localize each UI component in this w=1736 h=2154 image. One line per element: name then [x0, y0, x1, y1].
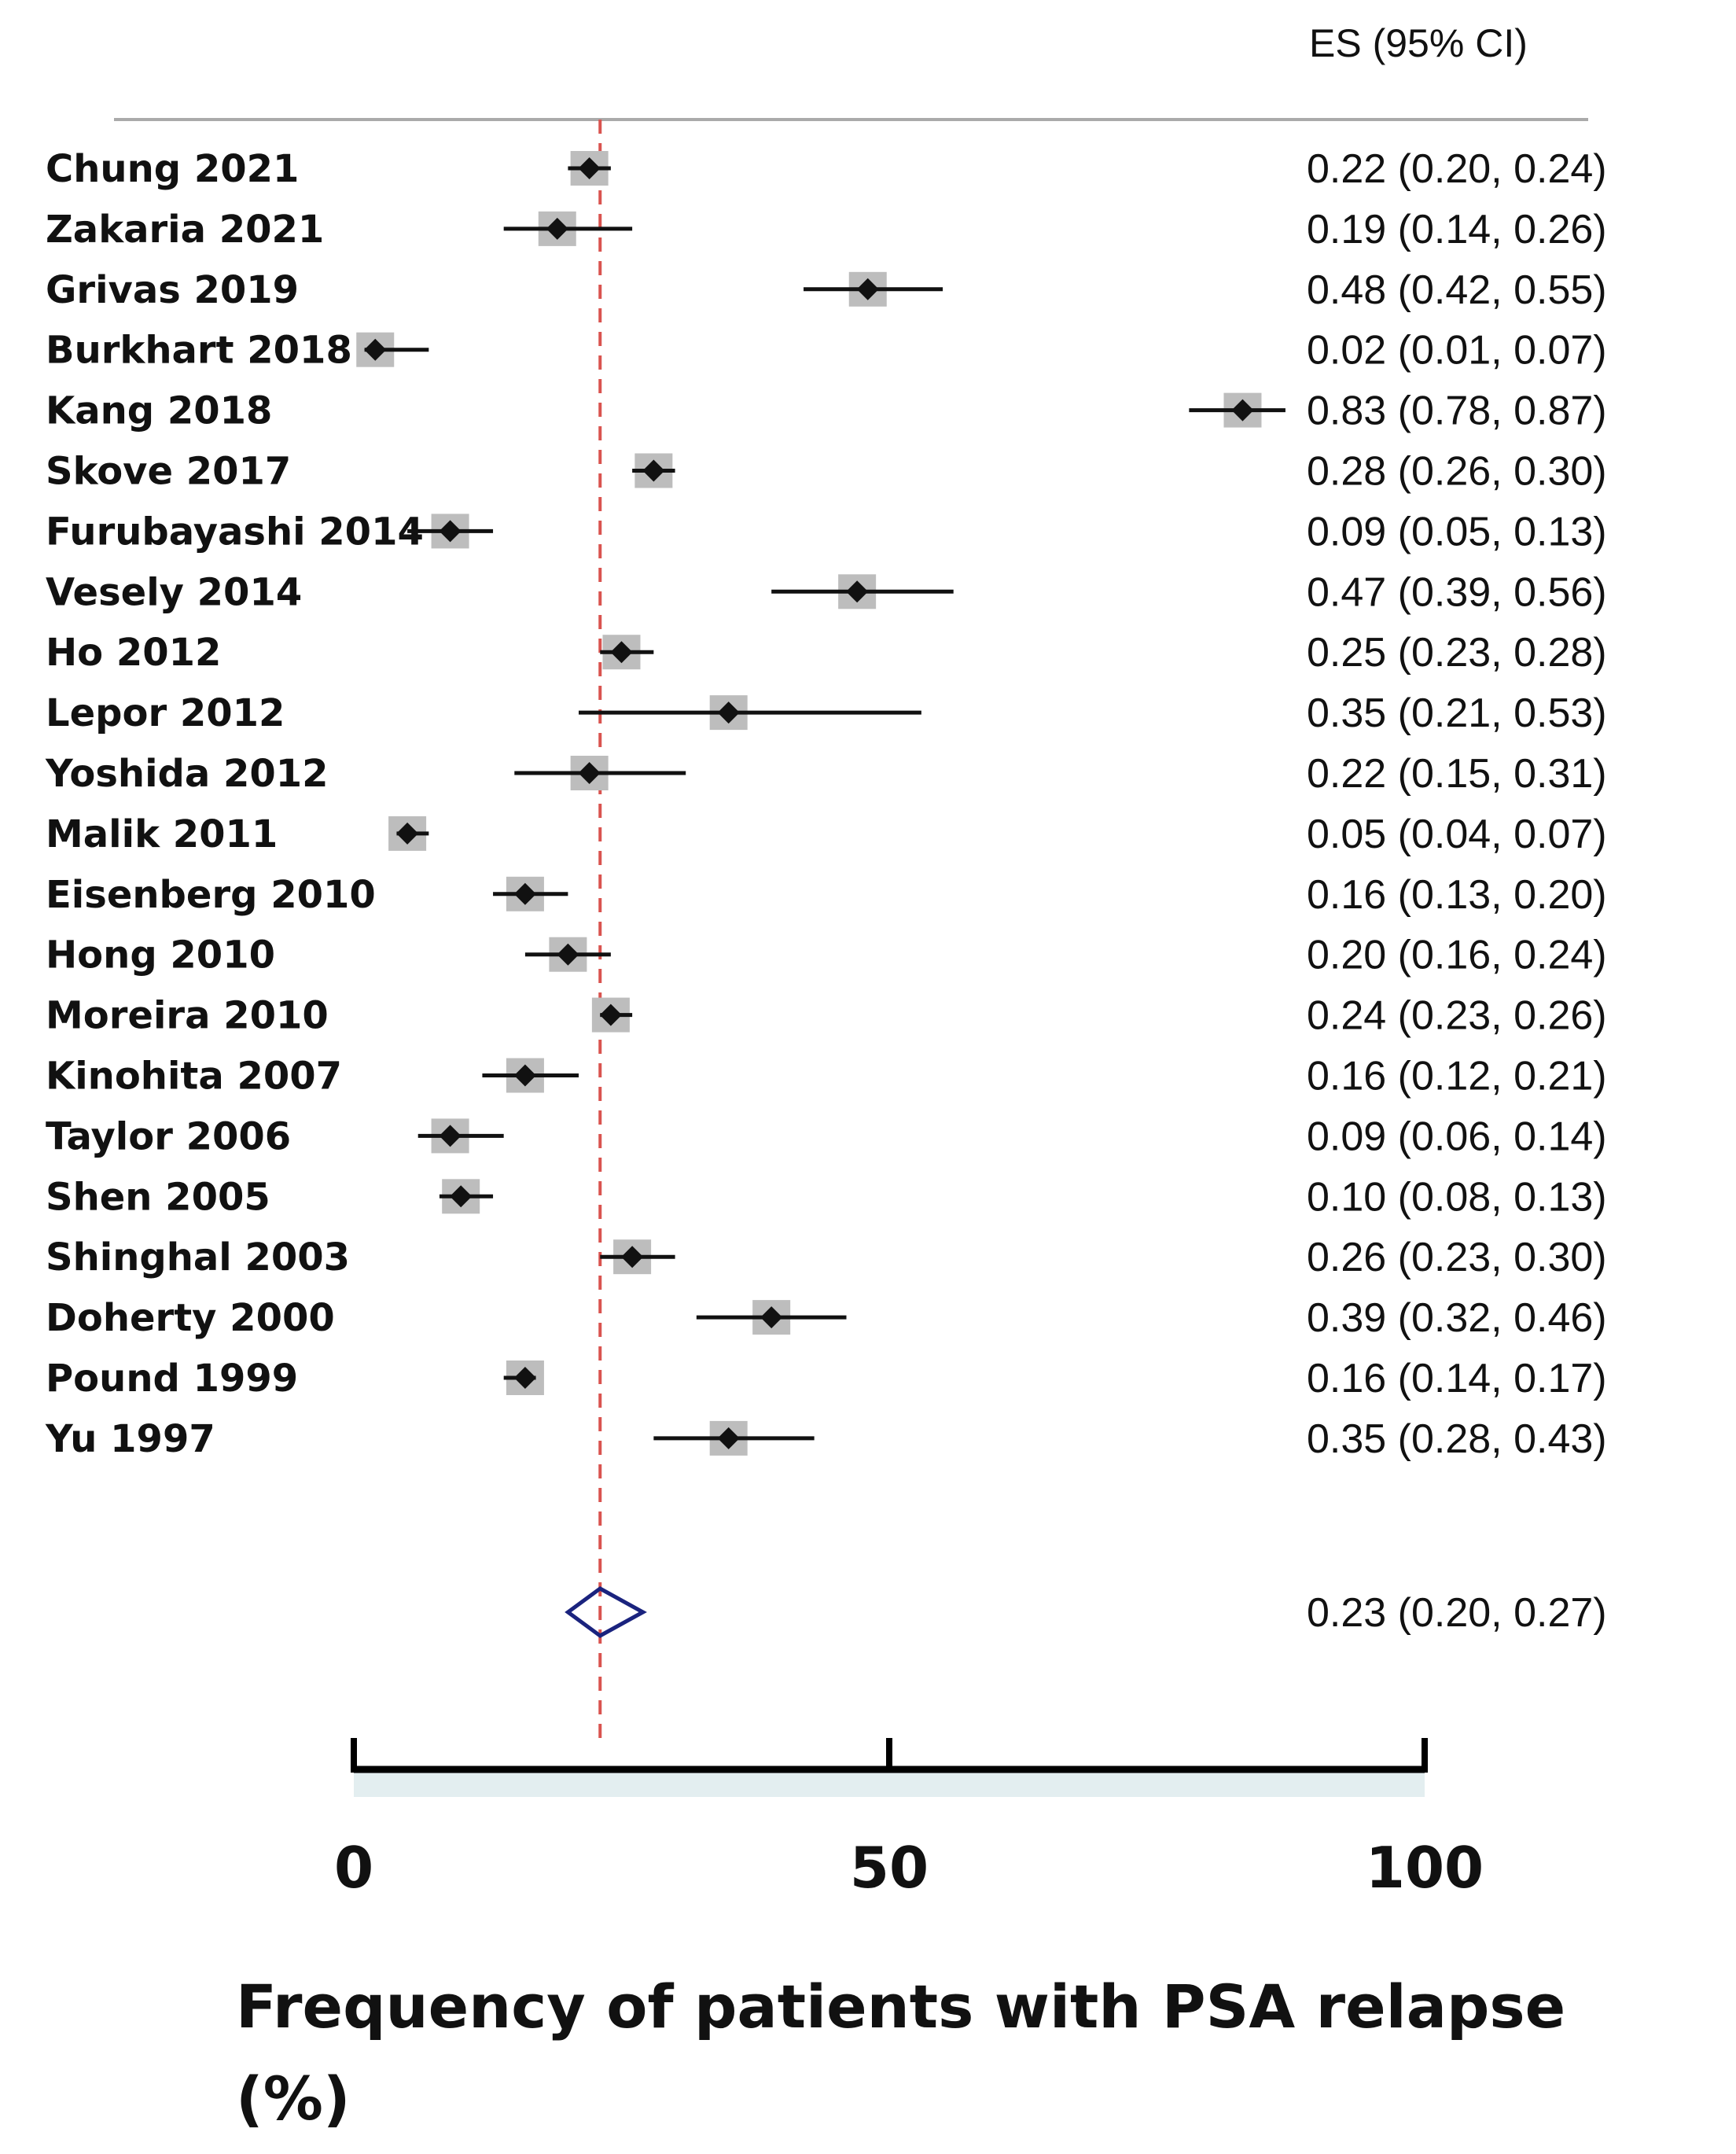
- study-es-ci: 0.28 (0.26, 0.30): [1307, 449, 1607, 495]
- study-label: Ho 2012: [46, 631, 221, 675]
- point-estimate-marker: [599, 1003, 622, 1026]
- study-es-ci: 0.09 (0.06, 0.14): [1307, 1114, 1607, 1159]
- study-label: Grivas 2019: [46, 268, 299, 312]
- study-row: Furubayashi 2014 0.09 (0.05, 0.13): [46, 509, 1607, 554]
- x-tick-label: 50: [850, 1835, 929, 1901]
- overall-estimate-diamond: [565, 1586, 647, 1638]
- study-row: Eisenberg 2010 0.16 (0.13, 0.20): [46, 872, 1607, 918]
- point-estimate-marker: [513, 1064, 536, 1087]
- study-label: Doherty 2000: [46, 1296, 335, 1340]
- point-estimate-marker: [396, 822, 419, 845]
- point-estimate-marker: [717, 701, 740, 724]
- study-row: Burkhart 2018 0.02 (0.01, 0.07): [46, 328, 1607, 374]
- point-estimate-marker: [578, 762, 601, 784]
- es-ci-header: ES (95% CI): [1309, 21, 1528, 65]
- study-es-ci: 0.22 (0.20, 0.24): [1307, 146, 1607, 192]
- study-es-ci: 0.16 (0.12, 0.21): [1307, 1054, 1607, 1099]
- study-es-ci: 0.25 (0.23, 0.28): [1307, 630, 1607, 676]
- point-estimate-marker: [439, 1125, 462, 1147]
- point-estimate-marker: [557, 943, 579, 966]
- study-row: Hong 2010 0.20 (0.16, 0.24): [46, 933, 1607, 978]
- x-axis-label-line-2: (%): [236, 2064, 351, 2134]
- study-label: Chung 2021: [46, 147, 299, 191]
- x-tick-label: 100: [1366, 1835, 1484, 1901]
- study-es-ci: 0.24 (0.23, 0.26): [1307, 993, 1607, 1039]
- study-es-ci: 0.35 (0.21, 0.53): [1307, 690, 1607, 736]
- study-row: Shinghal 2003 0.26 (0.23, 0.30): [46, 1235, 1607, 1280]
- point-estimate-marker: [856, 278, 879, 300]
- study-row: Doherty 2000 0.39 (0.32, 0.46): [46, 1295, 1607, 1341]
- study-label: Pound 1999: [46, 1357, 298, 1401]
- point-estimate-marker: [578, 157, 601, 179]
- point-estimate-marker: [439, 520, 462, 543]
- study-es-ci: 0.35 (0.28, 0.43): [1307, 1416, 1607, 1462]
- study-row: Yoshida 2012 0.22 (0.15, 0.31): [45, 751, 1607, 797]
- study-label: Yoshida 2012: [45, 752, 329, 796]
- study-label: Eisenberg 2010: [46, 873, 376, 917]
- point-estimate-marker: [760, 1306, 783, 1329]
- study-label: Malik 2011: [46, 812, 278, 856]
- study-label: Yu 1997: [45, 1417, 215, 1461]
- study-es-ci: 0.22 (0.15, 0.31): [1307, 751, 1607, 797]
- study-row: Grivas 2019 0.48 (0.42, 0.55): [46, 267, 1607, 313]
- study-row: Taylor 2006 0.09 (0.06, 0.14): [46, 1114, 1607, 1159]
- point-estimate-marker: [364, 338, 387, 361]
- axis-band: [354, 1769, 1425, 1797]
- study-label: Kang 2018: [46, 389, 272, 433]
- x-axis-label-line-1: Frequency of patients with PSA relapse: [236, 1972, 1565, 2042]
- overall-es-ci: 0.23 (0.20, 0.27): [1307, 1590, 1607, 1636]
- point-estimate-marker: [513, 882, 536, 905]
- study-es-ci: 0.05 (0.04, 0.07): [1307, 812, 1607, 857]
- study-es-ci: 0.39 (0.32, 0.46): [1307, 1295, 1607, 1341]
- study-es-ci: 0.47 (0.39, 0.56): [1307, 569, 1607, 615]
- point-estimate-marker: [610, 641, 633, 664]
- study-es-ci: 0.10 (0.08, 0.13): [1307, 1174, 1607, 1220]
- study-es-ci: 0.16 (0.14, 0.17): [1307, 1356, 1607, 1401]
- point-estimate-marker: [1231, 399, 1254, 422]
- point-estimate-marker: [513, 1367, 536, 1389]
- study-row: Vesely 2014 0.47 (0.39, 0.56): [46, 569, 1607, 615]
- study-label: Moreira 2010: [46, 994, 329, 1038]
- study-row: Chung 2021 0.22 (0.20, 0.24): [46, 146, 1607, 192]
- point-estimate-marker: [546, 217, 568, 240]
- study-label: Zakaria 2021: [46, 208, 324, 252]
- study-label: Taylor 2006: [46, 1114, 291, 1158]
- study-es-ci: 0.83 (0.78, 0.87): [1307, 388, 1607, 434]
- study-label: Skove 2017: [46, 450, 291, 494]
- study-es-ci: 0.09 (0.05, 0.13): [1307, 509, 1607, 554]
- study-label: Hong 2010: [46, 933, 275, 978]
- study-row: Moreira 2010 0.24 (0.23, 0.26): [46, 993, 1607, 1039]
- study-es-ci: 0.02 (0.01, 0.07): [1307, 328, 1607, 374]
- study-row: Ho 2012 0.25 (0.23, 0.28): [46, 630, 1607, 676]
- study-row: Shen 2005 0.10 (0.08, 0.13): [46, 1174, 1607, 1220]
- study-es-ci: 0.20 (0.16, 0.24): [1307, 933, 1607, 978]
- study-label: Shen 2005: [46, 1175, 270, 1219]
- study-row: Skove 2017 0.28 (0.26, 0.30): [46, 449, 1607, 495]
- study-es-ci: 0.26 (0.23, 0.30): [1307, 1235, 1607, 1280]
- study-row: Kinohita 2007 0.16 (0.12, 0.21): [46, 1054, 1607, 1099]
- study-row: Malik 2011 0.05 (0.04, 0.07): [46, 812, 1607, 857]
- study-label: Vesely 2014: [46, 570, 302, 614]
- x-tick-label: 0: [334, 1835, 373, 1901]
- study-es-ci: 0.48 (0.42, 0.55): [1307, 267, 1607, 313]
- study-es-ci: 0.19 (0.14, 0.26): [1307, 207, 1607, 252]
- study-es-ci: 0.16 (0.13, 0.20): [1307, 872, 1607, 918]
- study-row: Kang 2018 0.83 (0.78, 0.87): [46, 388, 1607, 434]
- study-label: Furubayashi 2014: [46, 510, 424, 554]
- point-estimate-marker: [717, 1427, 740, 1449]
- point-estimate-marker: [846, 580, 869, 603]
- study-row: Pound 1999 0.16 (0.14, 0.17): [46, 1356, 1607, 1401]
- study-label: Lepor 2012: [46, 691, 285, 735]
- point-estimate-marker: [450, 1185, 473, 1208]
- study-label: Kinohita 2007: [46, 1055, 342, 1099]
- point-estimate-marker: [642, 459, 665, 482]
- study-row: Lepor 2012 0.35 (0.21, 0.53): [46, 690, 1607, 736]
- study-row: Zakaria 2021 0.19 (0.14, 0.26): [46, 207, 1607, 252]
- study-row: Yu 1997 0.35 (0.28, 0.43): [45, 1416, 1607, 1462]
- study-label: Shinghal 2003: [46, 1235, 350, 1280]
- study-label: Burkhart 2018: [46, 329, 352, 373]
- point-estimate-marker: [621, 1246, 644, 1268]
